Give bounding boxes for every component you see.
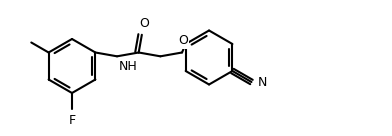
Text: NH: NH bbox=[119, 60, 138, 73]
Text: N: N bbox=[258, 75, 267, 89]
Text: O: O bbox=[178, 35, 188, 47]
Text: F: F bbox=[69, 114, 76, 127]
Text: O: O bbox=[139, 17, 149, 30]
